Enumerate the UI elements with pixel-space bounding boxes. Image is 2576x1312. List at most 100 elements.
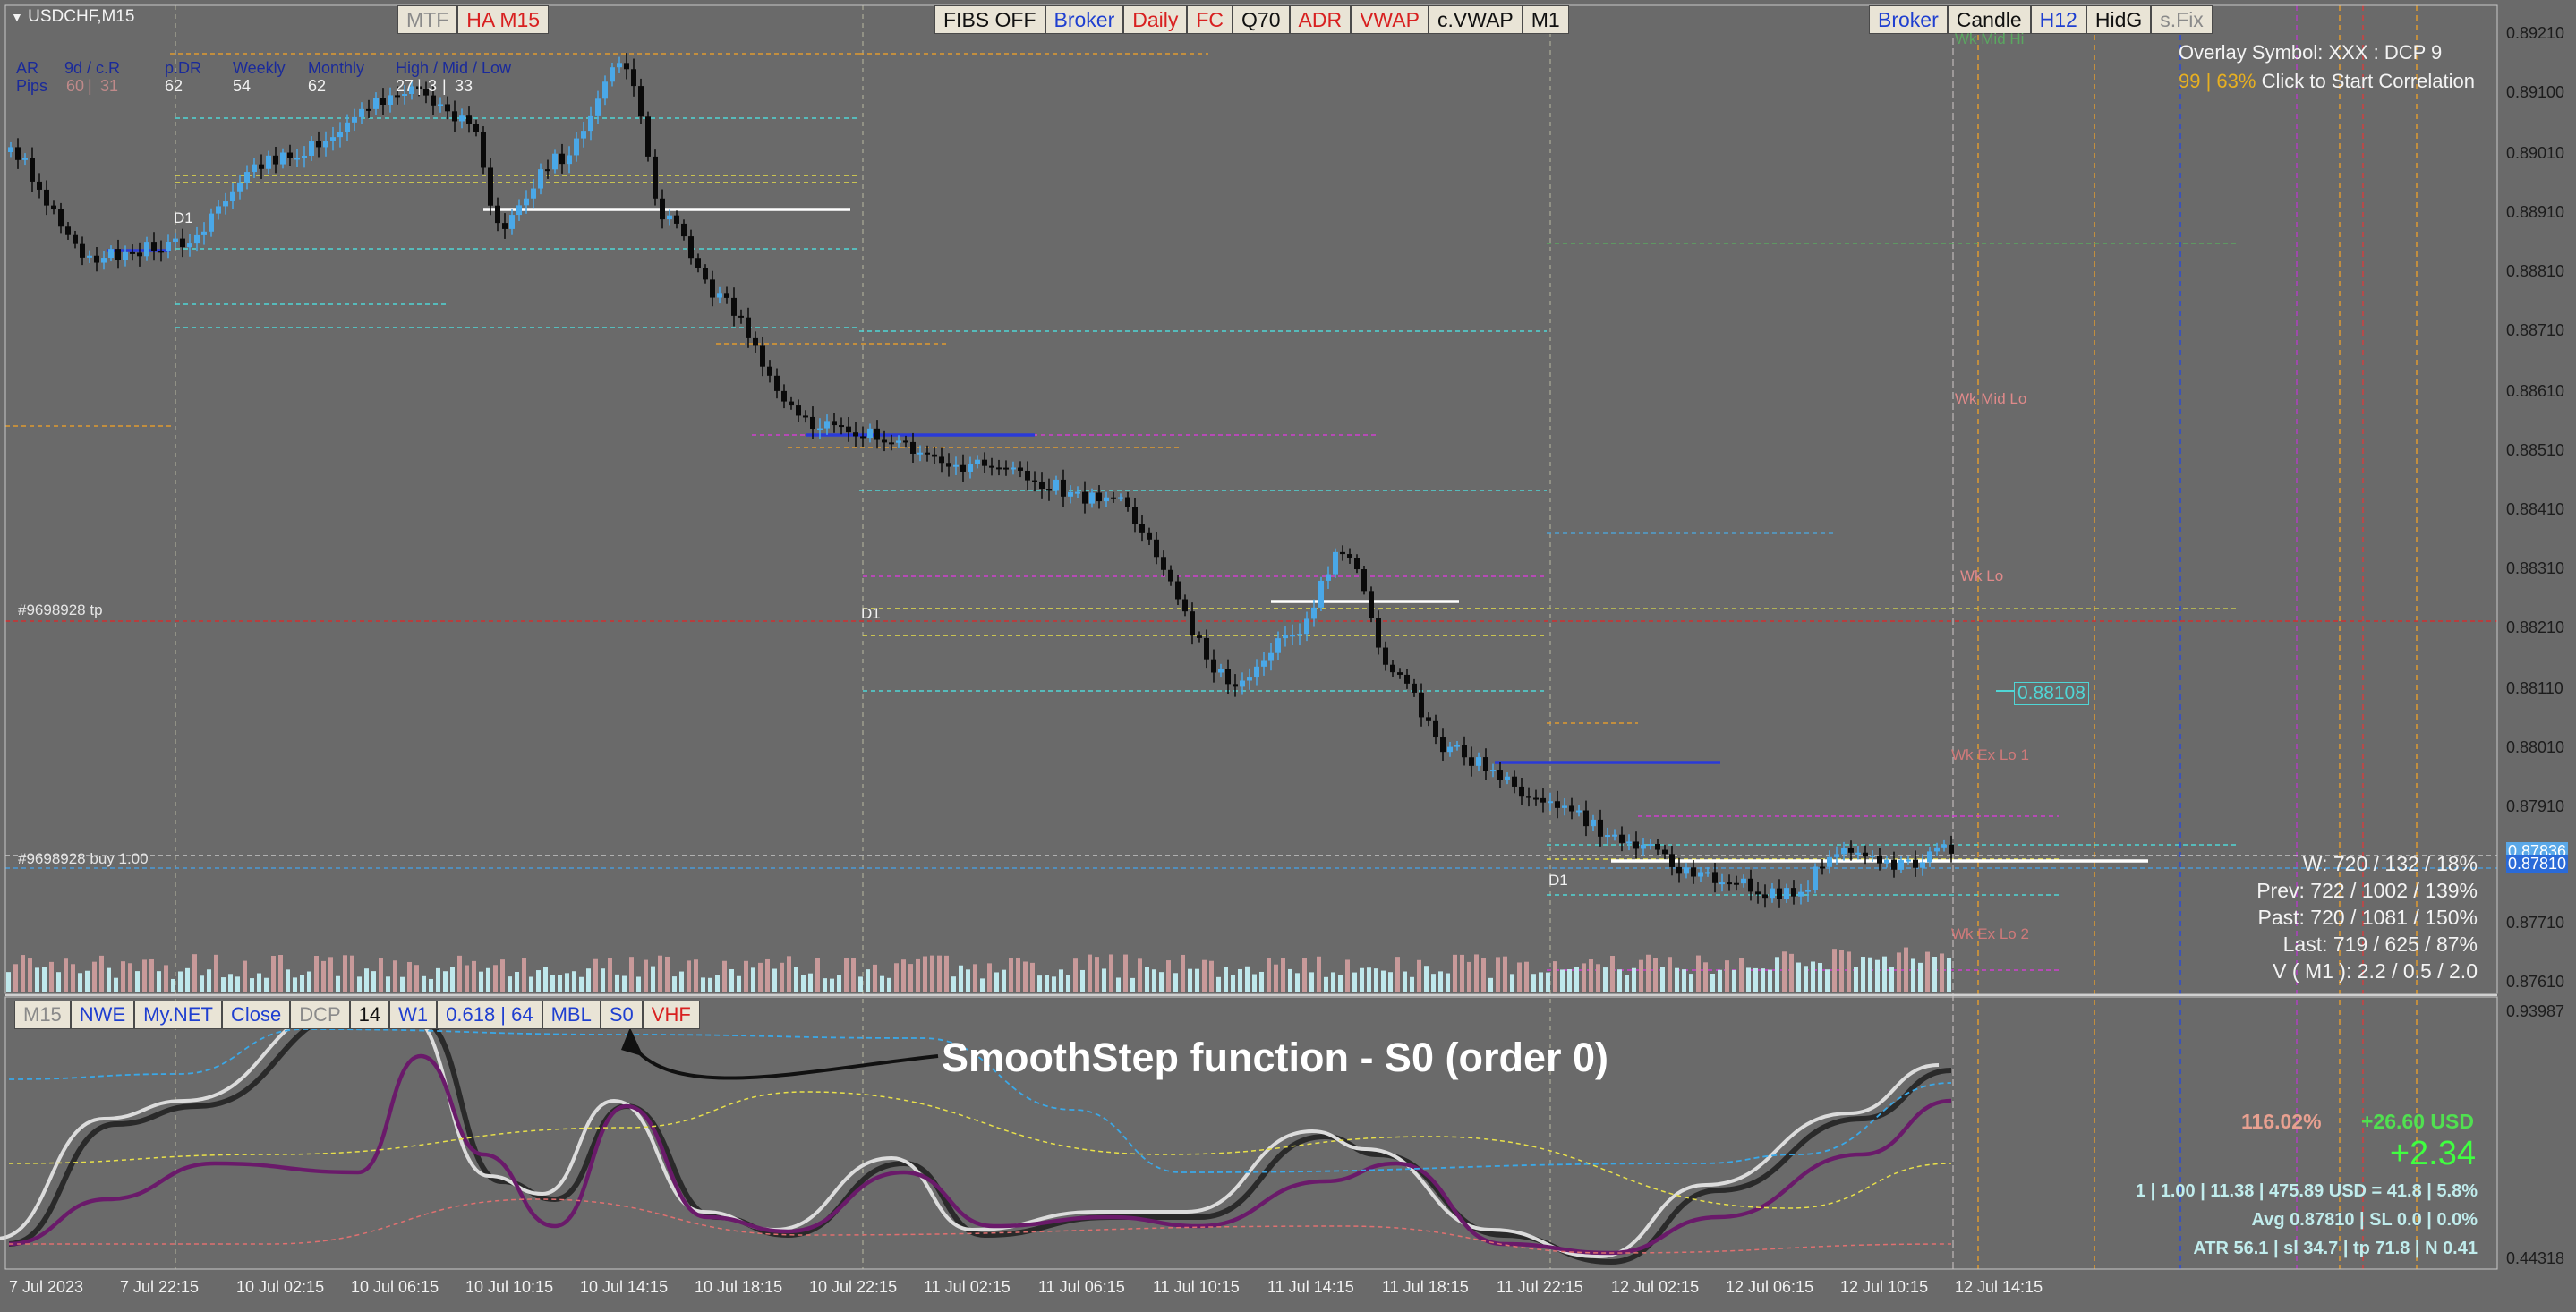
- button-c-vwap[interactable]: c.VWAP: [1428, 5, 1523, 34]
- candle-body: [481, 132, 486, 168]
- button-ha-m15[interactable]: HA M15: [457, 5, 550, 34]
- button-nwe[interactable]: NWE: [70, 1001, 135, 1029]
- candle-body: [846, 426, 851, 433]
- button-s-fix[interactable]: s.Fix: [2151, 5, 2213, 34]
- volume-bar: [987, 963, 992, 992]
- volume-bar: [307, 971, 311, 992]
- volume-bar: [300, 975, 304, 992]
- candle-body: [1125, 497, 1130, 507]
- candle-body: [660, 198, 665, 220]
- button-dcp[interactable]: DCP: [290, 1001, 350, 1029]
- button-candle[interactable]: Candle: [1947, 5, 2031, 34]
- candle-body: [1705, 872, 1710, 874]
- candle-body: [1447, 746, 1453, 753]
- correlation-button[interactable]: 99 | 63% Click to Start Correlation: [2179, 70, 2475, 93]
- button-fibs-off[interactable]: FIBS OFF: [934, 5, 1045, 34]
- button-w1[interactable]: W1: [389, 1001, 438, 1029]
- candle-body: [252, 164, 257, 173]
- candle-body: [939, 456, 944, 464]
- volume-bar: [35, 967, 39, 992]
- button-0-618-64[interactable]: 0.618 | 64: [437, 1001, 542, 1029]
- volume-bar: [873, 964, 877, 992]
- button-h12[interactable]: H12: [2030, 5, 2086, 34]
- button-m15[interactable]: M15: [14, 1001, 71, 1029]
- candle-body: [595, 98, 601, 116]
- button-mtf[interactable]: MTF: [397, 5, 458, 34]
- chevron-down-icon[interactable]: ▼: [11, 10, 23, 24]
- candle-body: [1275, 638, 1281, 653]
- volume-bar: [235, 976, 240, 992]
- volume-bar: [1524, 961, 1529, 992]
- candle-body: [1182, 599, 1188, 612]
- button-daily[interactable]: Daily: [1123, 5, 1188, 34]
- time-tick: 11 Jul 10:15: [1153, 1278, 1240, 1296]
- candle-body: [294, 158, 300, 160]
- candle-body: [545, 169, 550, 172]
- volume-bar: [135, 971, 140, 992]
- button-q70[interactable]: Q70: [1233, 5, 1290, 34]
- button-m1[interactable]: M1: [1522, 5, 1569, 34]
- time-tick: 7 Jul 22:15: [120, 1278, 200, 1296]
- candle-body: [373, 98, 379, 109]
- button-close[interactable]: Close: [221, 1001, 291, 1029]
- candle-body: [738, 315, 744, 318]
- trade-atr: ATR 56.1 | sl 34.7 | tp 71.8 | N 0.41: [2193, 1239, 2478, 1258]
- candle-body: [1626, 841, 1632, 844]
- volume-bar: [1073, 958, 1078, 992]
- candle-body: [488, 167, 493, 206]
- range-header-ar: AR: [16, 59, 39, 77]
- volume-bar: [1123, 954, 1128, 992]
- button-broker[interactable]: Broker: [1869, 5, 1948, 34]
- button-s0[interactable]: S0: [600, 1001, 643, 1029]
- candle-body: [581, 131, 586, 139]
- volume-bar: [1202, 959, 1207, 992]
- price-level-box[interactable]: 0.88108: [2014, 682, 2089, 705]
- volume-bar: [701, 977, 705, 992]
- candle-body: [1132, 507, 1138, 524]
- candle-body: [1805, 890, 1811, 892]
- candle-body: [602, 81, 608, 99]
- wk-lo-label: Wk Lo: [1960, 567, 2004, 584]
- button-14[interactable]: 14: [349, 1001, 390, 1029]
- volume-bar: [1904, 947, 1908, 992]
- button-vwap[interactable]: VWAP: [1351, 5, 1429, 34]
- volume-bar: [629, 957, 634, 992]
- volume-bar: [1474, 954, 1479, 992]
- volume-bar: [1009, 958, 1013, 992]
- pnl-percent: 116.02%: [2241, 1110, 2322, 1133]
- volume-bar: [457, 955, 462, 992]
- top-left-buttons: MTF HA M15: [397, 5, 550, 34]
- volume-bar: [1725, 960, 1729, 992]
- button-vhf[interactable]: VHF: [642, 1001, 700, 1029]
- candle-body: [1233, 684, 1238, 687]
- indicator-buttons: M15 NWE My.NET Close DCP 14 W1 0.618 | 64 MBL S0 V…: [14, 1001, 700, 1029]
- volume-bar: [1173, 973, 1178, 992]
- button-hidg[interactable]: HidG: [2086, 5, 2152, 34]
- volume-bar: [1052, 976, 1056, 992]
- button-broker[interactable]: Broker: [1045, 5, 1124, 34]
- button-adr[interactable]: ADR: [1289, 5, 1352, 34]
- volume-bar: [751, 967, 755, 992]
- candle-body: [853, 432, 858, 437]
- time-tick: 10 Jul 18:15: [695, 1278, 783, 1296]
- volume-bar: [565, 973, 569, 992]
- volume-bars: [6, 947, 1951, 992]
- time-tick: 7 Jul 2023: [9, 1278, 84, 1296]
- candle-body: [431, 95, 436, 106]
- button-my-net[interactable]: My.NET: [134, 1001, 222, 1029]
- range-pips-label: Pips: [16, 77, 48, 95]
- volume-bar: [815, 958, 820, 992]
- volume-bar: [114, 977, 118, 992]
- volume-bar: [1746, 967, 1751, 992]
- candle-body: [960, 464, 966, 472]
- button-mbl[interactable]: MBL: [542, 1001, 601, 1029]
- volume-bar: [1080, 969, 1085, 992]
- volume-bar: [221, 977, 226, 992]
- candle-body: [946, 463, 951, 467]
- button-fc[interactable]: FC: [1187, 5, 1233, 34]
- candle-body: [1884, 859, 1889, 864]
- candle-body: [259, 164, 264, 169]
- symbol-header[interactable]: ▼ USDCHF,M15: [11, 7, 134, 27]
- volume-bar: [679, 971, 684, 992]
